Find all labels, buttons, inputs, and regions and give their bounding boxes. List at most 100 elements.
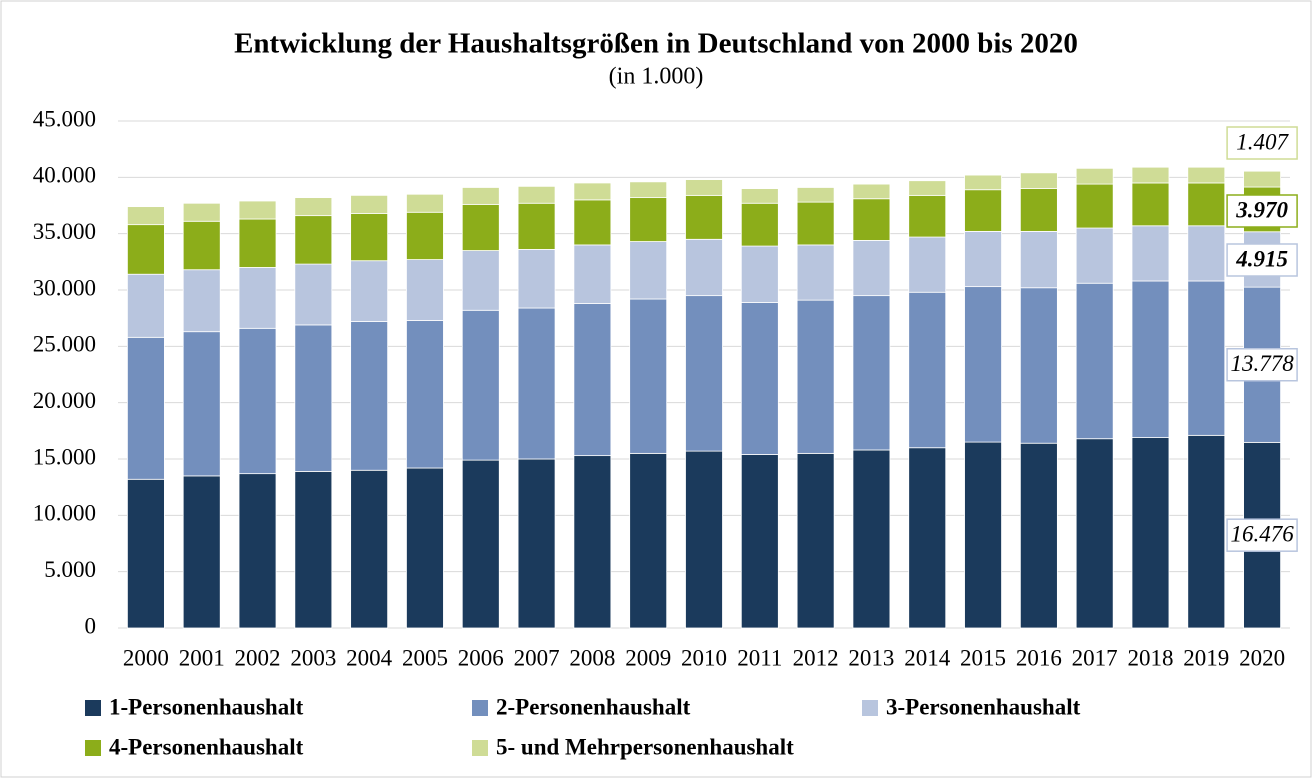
bar-segment [796, 452, 835, 629]
y-tick-label: 0 [85, 613, 97, 638]
bar-segment [1019, 231, 1058, 289]
bar-segment [127, 206, 165, 226]
bar-segment [685, 194, 723, 240]
x-tick-label: 2018 [1127, 645, 1173, 670]
data-label-box [1226, 518, 1298, 552]
bar-segment [685, 179, 723, 196]
bar-segment [294, 470, 333, 629]
data-label-box [1226, 126, 1298, 160]
data-label: 16.476 [1230, 521, 1294, 546]
bar-segment [796, 201, 835, 246]
bar-segment [238, 327, 277, 475]
legend-swatch [862, 700, 878, 716]
bar-segment [908, 447, 947, 629]
bar-segment [1019, 442, 1058, 629]
data-label: 3.970 [1235, 197, 1288, 222]
bar-segment [1243, 170, 1281, 188]
bar-segment [629, 197, 668, 242]
bar-segment [1075, 282, 1114, 440]
x-tick-label: 2008 [569, 645, 615, 670]
bar-segment [461, 250, 500, 311]
x-tick-label: 2012 [793, 645, 839, 670]
bar-segment [1075, 438, 1114, 629]
bar-segment [406, 211, 444, 260]
x-tick-label: 2001 [179, 645, 225, 670]
bar-segment [182, 202, 221, 222]
x-tick-label: 2009 [625, 645, 671, 670]
bar-segment [182, 220, 221, 271]
bar-segment [852, 183, 891, 200]
bar-segment [685, 238, 723, 297]
bar-segment [964, 189, 1002, 232]
legend-label: 1-Personenhaushalt [109, 694, 304, 719]
bar-segment [740, 301, 779, 455]
bar-segment [796, 187, 835, 203]
bar-segment [517, 202, 556, 250]
bar-segment [964, 174, 1002, 191]
bar-segment [406, 193, 444, 213]
bar-segment [461, 187, 500, 205]
bar-segment [350, 469, 389, 629]
x-tick-label: 2000 [123, 645, 169, 670]
bar-segment [406, 467, 444, 629]
legend-swatch [472, 700, 488, 716]
y-tick-label: 5.000 [44, 557, 96, 582]
bar-segment [852, 449, 891, 629]
bar-segment [740, 245, 779, 303]
data-label: 4.915 [1235, 246, 1288, 271]
bar-segment [1019, 172, 1058, 189]
bar-segment [796, 244, 835, 301]
bar-segment [573, 455, 612, 629]
bar-segment [461, 309, 500, 461]
bar-segment [852, 240, 891, 297]
x-tick-label: 2010 [681, 645, 727, 670]
bar-segment [350, 212, 389, 262]
bar-segment [740, 188, 779, 204]
bar-segment [685, 450, 723, 629]
legend-label: 3-Personenhaushalt [886, 694, 1081, 719]
x-tick-label: 2004 [346, 645, 393, 670]
bar-segment [350, 260, 389, 322]
bar-segment [238, 218, 277, 268]
bar-segment [1187, 225, 1226, 282]
x-tick-label: 2011 [737, 645, 782, 670]
bar-segment [1019, 188, 1058, 232]
legend-label: 4-Personenhaushalt [109, 734, 304, 759]
bar-segment [1131, 182, 1170, 227]
x-tick-label: 2020 [1239, 645, 1285, 670]
bar-segment [1187, 182, 1226, 227]
x-tick-label: 2015 [960, 645, 1006, 670]
data-label: 13.778 [1230, 351, 1294, 376]
bar-segment [238, 200, 277, 220]
bar-segment [1187, 280, 1226, 436]
bar-segment [517, 185, 556, 204]
bar-segment [852, 198, 891, 241]
data-label-box [1226, 348, 1298, 382]
y-tick-label: 30.000 [33, 275, 96, 300]
x-tick-label: 2019 [1183, 645, 1229, 670]
x-tick-label: 2014 [904, 645, 951, 670]
bar-segment [127, 224, 165, 275]
data-label: 1.407 [1236, 129, 1289, 154]
bar-segment [406, 320, 444, 469]
bar-segment [238, 473, 277, 629]
bar-segment [1131, 280, 1170, 438]
bar-segment [629, 181, 668, 199]
data-label-box [1226, 243, 1298, 277]
x-tick-label: 2002 [235, 645, 281, 670]
bar-segment [852, 295, 891, 451]
bar-segment [1075, 227, 1114, 284]
y-tick-label: 40.000 [33, 163, 96, 188]
bar-segment [1131, 225, 1170, 282]
bar-segment [629, 452, 668, 629]
bar-segment [964, 441, 1002, 629]
bar-segment [517, 307, 556, 460]
bar-segment [406, 259, 444, 321]
y-tick-label: 45.000 [33, 106, 96, 131]
bar-segment [517, 458, 556, 629]
bar-segment [127, 478, 165, 629]
bar-segment [908, 236, 947, 293]
bar-segment [908, 194, 947, 238]
bar-segment [350, 194, 389, 214]
